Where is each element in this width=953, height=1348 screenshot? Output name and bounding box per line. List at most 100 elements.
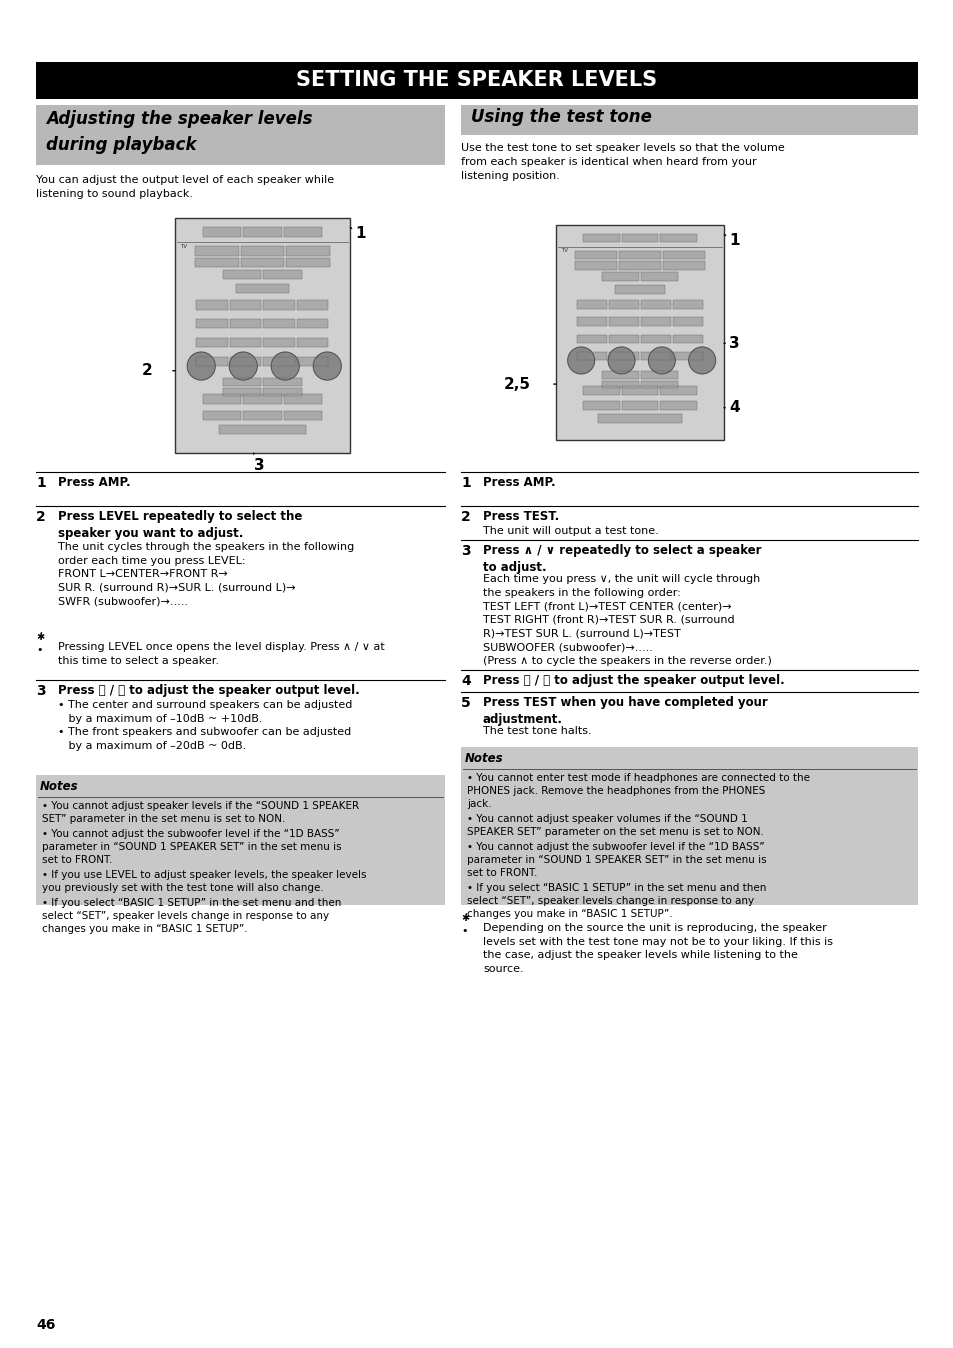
Bar	[203, 228, 241, 237]
Bar	[576, 301, 606, 309]
Bar	[673, 317, 702, 326]
Text: 3: 3	[36, 683, 46, 698]
Bar	[608, 317, 639, 326]
Bar	[263, 357, 294, 367]
Bar	[296, 319, 328, 329]
Bar	[223, 377, 261, 386]
Bar	[640, 380, 678, 388]
Bar	[240, 257, 284, 267]
Bar	[614, 286, 664, 294]
Bar	[575, 262, 617, 270]
Bar	[640, 334, 671, 344]
Bar	[601, 371, 639, 379]
Text: 2: 2	[460, 510, 470, 524]
Bar	[218, 425, 306, 434]
Bar	[673, 334, 702, 344]
Bar	[576, 301, 606, 309]
Bar	[601, 272, 639, 280]
Bar	[576, 317, 606, 326]
Text: • If you select “BASIC 1 SETUP” in the set menu and then
select “SET”, speaker l: • If you select “BASIC 1 SETUP” in the s…	[42, 898, 341, 934]
Text: Press AMP.: Press AMP.	[58, 476, 131, 489]
Bar	[194, 257, 238, 267]
Bar	[263, 338, 294, 348]
Bar	[240, 247, 284, 256]
Bar	[230, 301, 261, 310]
Bar	[263, 319, 294, 329]
Bar	[662, 262, 704, 270]
Bar	[230, 319, 261, 329]
Text: 1: 1	[355, 226, 365, 241]
Bar	[673, 301, 702, 309]
Text: • You cannot adjust speaker volumes if the “SOUND 1
SPEAKER SET” parameter on th: • You cannot adjust speaker volumes if t…	[467, 814, 763, 837]
Bar	[296, 301, 328, 310]
Text: Use the test tone to set speaker levels so that the volume
from each speaker is : Use the test tone to set speaker levels …	[460, 143, 784, 181]
Bar	[286, 247, 330, 256]
Bar	[582, 402, 618, 410]
Circle shape	[313, 352, 341, 380]
Bar	[223, 377, 261, 386]
Bar	[601, 380, 639, 388]
Bar	[462, 751, 515, 767]
Bar	[230, 319, 261, 329]
Bar	[283, 394, 322, 403]
Bar	[243, 411, 281, 421]
Circle shape	[271, 352, 299, 380]
Bar	[640, 272, 678, 280]
Circle shape	[567, 346, 594, 373]
Bar	[614, 286, 664, 294]
Bar	[283, 394, 322, 403]
Bar	[673, 301, 702, 309]
Bar	[673, 352, 702, 360]
Circle shape	[187, 352, 215, 380]
Bar	[662, 262, 704, 270]
Bar	[640, 334, 671, 344]
Text: •: •	[460, 926, 467, 936]
Text: 5: 5	[460, 696, 470, 710]
Bar	[263, 377, 302, 386]
Bar	[620, 387, 658, 395]
Bar	[601, 272, 639, 280]
Bar	[576, 352, 606, 360]
Text: 3: 3	[728, 336, 739, 350]
Bar	[608, 317, 639, 326]
Text: TV: TV	[560, 248, 567, 253]
Bar	[230, 301, 261, 310]
Bar	[640, 317, 671, 326]
Text: Depending on the source the unit is reproducing, the speaker
levels set with the: Depending on the source the unit is repr…	[482, 923, 832, 973]
Bar	[230, 357, 261, 367]
Text: 2: 2	[142, 363, 152, 379]
Bar	[620, 233, 658, 243]
Text: Press TEST.: Press TEST.	[482, 510, 558, 523]
Bar	[203, 411, 241, 421]
Bar	[196, 338, 228, 348]
Bar	[38, 779, 90, 795]
Bar	[662, 251, 704, 259]
Bar	[230, 338, 261, 348]
Bar	[296, 357, 328, 367]
Text: You can adjust the output level of each speaker while
listening to sound playbac: You can adjust the output level of each …	[36, 175, 334, 200]
Text: 1: 1	[36, 476, 46, 491]
Bar	[608, 301, 639, 309]
Bar	[659, 387, 697, 395]
Text: The unit will output a test tone.: The unit will output a test tone.	[482, 526, 659, 537]
Text: Press 〈 / 〉 to adjust the speaker output level.: Press 〈 / 〉 to adjust the speaker output…	[482, 674, 784, 687]
Text: 1: 1	[460, 476, 470, 491]
Bar	[582, 233, 618, 243]
Bar	[673, 352, 702, 360]
Bar	[230, 357, 261, 367]
Text: Adjusting the speaker levels
during playback: Adjusting the speaker levels during play…	[46, 111, 313, 155]
Bar	[218, 425, 306, 434]
Text: 1: 1	[728, 233, 739, 248]
Bar	[203, 394, 241, 403]
Bar	[659, 233, 697, 243]
Circle shape	[607, 346, 635, 373]
Bar	[283, 228, 322, 237]
Bar	[582, 233, 618, 243]
Bar	[582, 387, 618, 395]
Bar	[243, 411, 281, 421]
Text: 2,5: 2,5	[503, 376, 531, 392]
Bar	[263, 301, 294, 310]
Bar	[640, 380, 678, 388]
Bar	[608, 352, 639, 360]
Bar	[196, 357, 228, 367]
